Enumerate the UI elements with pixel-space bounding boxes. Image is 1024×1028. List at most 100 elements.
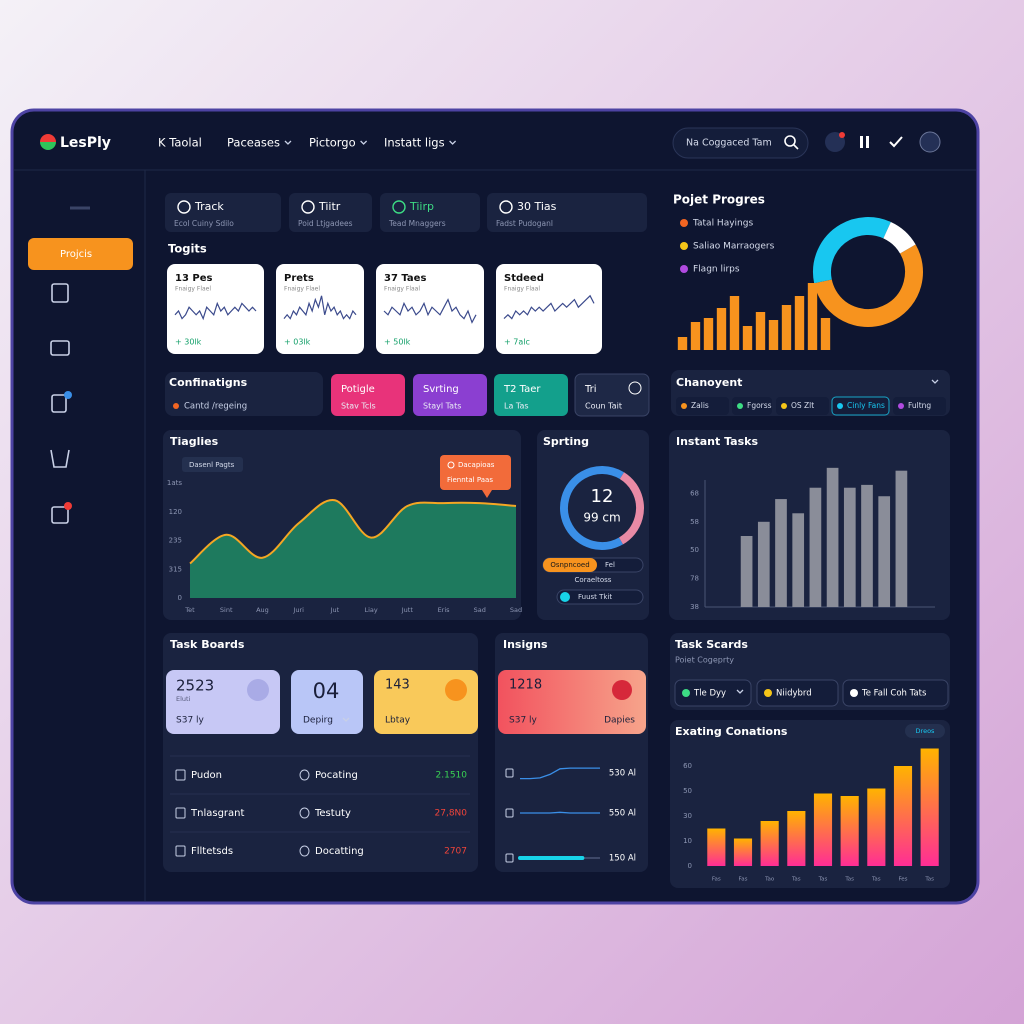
search-icon[interactable] [784, 135, 796, 147]
x-tick-label: Tet [184, 606, 195, 614]
button-title: Tri [584, 384, 597, 395]
action-button[interactable] [494, 374, 568, 416]
button-icon [764, 689, 772, 697]
insight-line [520, 767, 600, 780]
board-card[interactable] [291, 670, 363, 734]
chevron [931, 379, 939, 384]
search-box[interactable] [672, 127, 809, 159]
button-icon [850, 689, 858, 697]
chip[interactable] [289, 193, 372, 232]
pause-icon[interactable] [860, 136, 863, 148]
x-tick-label: Liay [364, 606, 377, 614]
card-value: 04 [313, 679, 340, 703]
logo-icon [40, 142, 56, 150]
chip-dot [837, 403, 843, 409]
nav-icon[interactable] [51, 506, 69, 524]
nav-item[interactable]: Pictorgo [309, 136, 356, 150]
x-tick-label: Jut [330, 606, 340, 614]
check-icon[interactable] [889, 136, 903, 148]
legend-label: Flagn lirps [693, 265, 740, 275]
chevron [342, 717, 350, 722]
search-icon [793, 144, 799, 150]
button-subtitle: Coun Tait [585, 402, 622, 411]
row-icon [505, 808, 514, 818]
notification-dot [839, 132, 845, 138]
panel-title: Task Boards [170, 638, 245, 651]
nav-item[interactable]: K Taolal [158, 136, 202, 150]
legend-label: Tatal Hayings [692, 219, 753, 229]
x-tick-label: Sint [220, 606, 233, 614]
filter-chip[interactable] [893, 397, 946, 415]
bar [755, 312, 766, 350]
badge-label: Dreos [916, 727, 936, 735]
y-tick-label: 60 [683, 762, 692, 770]
chip-label: Fultng [908, 401, 931, 410]
y-tick-label: 1ats [167, 479, 182, 487]
chevron [449, 140, 457, 145]
card-footer: + 30lk [175, 338, 202, 347]
smile-icon [628, 381, 642, 395]
legend-dot [680, 219, 688, 227]
y-tick-label: 50 [690, 546, 699, 554]
row-label: Tnlasgrant [190, 808, 244, 819]
nav-item[interactable]: Paceases [227, 136, 280, 150]
filter-chip[interactable] [676, 397, 729, 415]
y-tick-label: 0 [178, 594, 182, 602]
x-tick-label: Tas [924, 877, 934, 883]
chip[interactable] [380, 193, 480, 232]
panel-title: Insigns [503, 638, 548, 651]
bar [781, 305, 792, 350]
bar [895, 470, 908, 607]
card-title: 13 Pes [175, 273, 213, 284]
pill-fill [543, 558, 597, 572]
panel-subtitle: Poiet Cogeprty [675, 656, 734, 665]
action-button[interactable] [674, 679, 752, 707]
nav-icon[interactable] [51, 394, 67, 413]
card-icon [612, 680, 632, 700]
filter-chip[interactable] [831, 396, 890, 416]
bar [843, 487, 856, 607]
card-icon [247, 679, 269, 701]
action-button[interactable] [756, 679, 839, 707]
chip-dot [898, 403, 904, 409]
bar [867, 788, 886, 866]
action-button[interactable] [413, 374, 487, 416]
chip-subtitle: Poid Ltjgadees [298, 219, 353, 228]
action-button[interactable] [331, 374, 405, 416]
sparkline [503, 294, 595, 320]
section-title: Pojet Progres [673, 193, 765, 207]
card-subtitle: Fnaigy Flael [175, 286, 211, 293]
bar [878, 496, 891, 607]
chevron [284, 140, 292, 145]
chip[interactable] [487, 193, 647, 232]
panel [163, 633, 478, 872]
status-dot [173, 403, 179, 409]
bar [807, 283, 818, 350]
card-title: Stdeed [504, 273, 544, 284]
chip-label: Zalis [691, 401, 709, 410]
chip-icon [499, 200, 513, 214]
action-button[interactable] [842, 679, 949, 707]
badge-label: Dasenl Pagts [189, 461, 235, 469]
nav-item[interactable]: Instatt ligs [384, 136, 445, 150]
chip[interactable] [165, 193, 281, 232]
nav-icon[interactable] [50, 340, 70, 356]
row-label: Testuty [314, 808, 351, 819]
bar [677, 337, 688, 350]
panel-title: Task Scards [675, 638, 748, 651]
gauge-value: 12 [591, 486, 614, 507]
bar [809, 487, 822, 607]
area-line [189, 499, 517, 565]
insight-card[interactable] [498, 670, 646, 734]
chip-subtitle: Tead Mnaggers [388, 219, 446, 228]
filter-chip[interactable] [776, 397, 829, 415]
pill[interactable] [556, 589, 644, 605]
row-icon [505, 768, 514, 778]
filter-chip[interactable] [732, 397, 772, 415]
nav-icon[interactable] [50, 449, 70, 468]
nav-icon[interactable] [51, 283, 69, 303]
sidebar-active[interactable] [28, 238, 133, 270]
card-title: 37 Taes [384, 273, 426, 284]
profile-icon[interactable] [919, 131, 941, 153]
